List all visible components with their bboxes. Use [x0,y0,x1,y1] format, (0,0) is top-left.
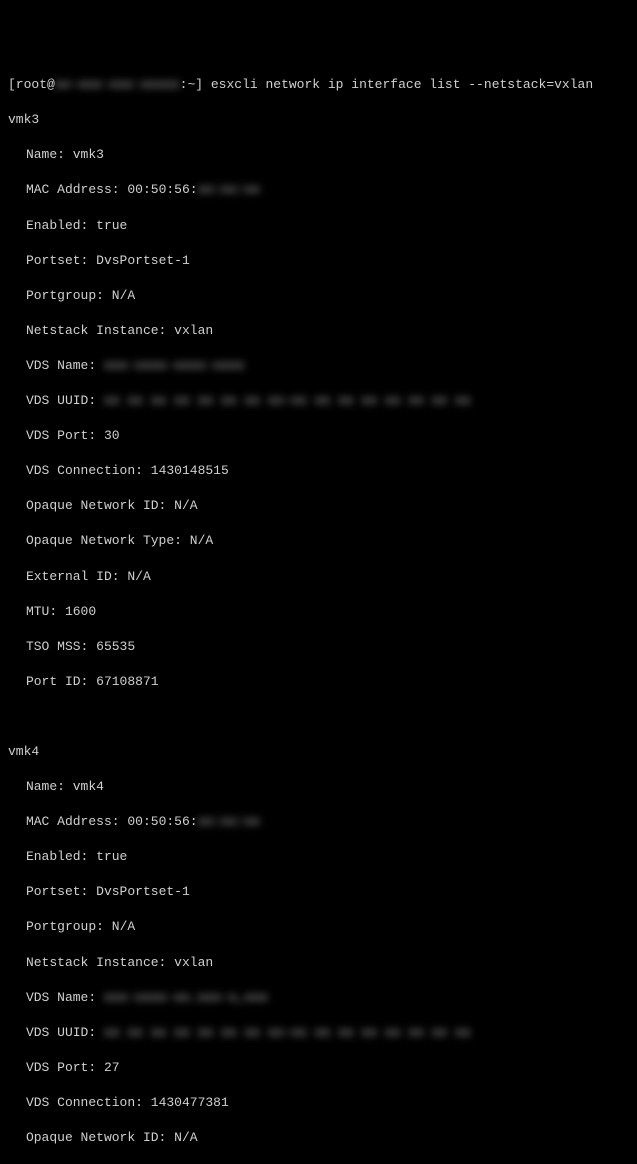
field-opaque-type: Opaque Network Type: N/A [8,532,637,550]
field-opaque-id: Opaque Network ID: N/A [8,1129,637,1147]
field-vds-conn: VDS Connection: 1430148515 [8,462,637,480]
field-external-id: External ID: N/A [8,568,637,586]
field-vds-port: VDS Port: 27 [8,1059,637,1077]
field-mtu: MTU: 1600 [8,603,637,621]
field-netstack: Netstack Instance: vxlan [8,322,637,340]
field-port-id: Port ID: 67108871 [8,673,637,691]
field-vds-port: VDS Port: 30 [8,427,637,445]
field-name: Name: vmk4 [8,778,637,796]
shell-prompt-line[interactable]: [root@xx-xxx-xxx-xxxxx:~] esxcli network… [8,76,637,94]
field-vds-name: VDS Name: xxx-xxxx-xxxx-xxxx [8,357,637,375]
field-portset: Portset: DvsPortset-1 [8,252,637,270]
field-portgroup: Portgroup: N/A [8,918,637,936]
field-name: Name: vmk3 [8,146,637,164]
field-vds-uuid: VDS UUID: xx xx xx xx xx xx xx xx-xx xx … [8,392,637,410]
field-vds-name: VDS Name: xxx-xxxx-xx.xxx-x,xxx [8,989,637,1007]
field-portset: Portset: DvsPortset-1 [8,883,637,901]
prompt-prefix: [root@ [8,77,55,92]
prompt-host: xx-xxx-xxx-xxxxx [55,76,180,94]
interface-header: vmk4 [8,743,637,761]
field-vds-conn: VDS Connection: 1430477381 [8,1094,637,1112]
field-enabled: Enabled: true [8,848,637,866]
interface-header: vmk3 [8,111,637,129]
field-enabled: Enabled: true [8,217,637,235]
field-portgroup: Portgroup: N/A [8,287,637,305]
command-text: esxcli network ip interface list --netst… [211,77,593,92]
field-netstack: Netstack Instance: vxlan [8,954,637,972]
field-vds-uuid: VDS UUID: xx xx xx xx xx xx xx xx-xx xx … [8,1024,637,1042]
field-opaque-id: Opaque Network ID: N/A [8,497,637,515]
blank-line [8,708,637,726]
field-mac: MAC Address: 00:50:56:xx:xx:xx [8,813,637,831]
prompt-suffix: :~] [180,77,211,92]
field-mac: MAC Address: 00:50:56:xx:xx:xx [8,181,637,199]
field-tso: TSO MSS: 65535 [8,638,637,656]
